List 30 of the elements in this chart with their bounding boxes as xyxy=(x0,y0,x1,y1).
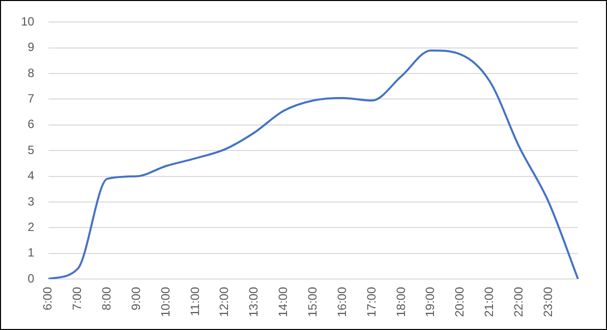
x-tick-label: 14:00 xyxy=(276,286,290,317)
x-tick-label: 22:00 xyxy=(511,286,526,317)
x-tick-label: 11:00 xyxy=(188,286,202,316)
x-tick-label: 15:00 xyxy=(305,286,320,317)
x-tick-label: 12:00 xyxy=(217,286,232,317)
x-tick-label: 7:00 xyxy=(70,286,84,310)
x-tick-label: 8:00 xyxy=(100,286,114,310)
x-tick-label: 13:00 xyxy=(246,286,261,317)
y-tick-label: 4 xyxy=(28,168,35,183)
y-tick-label: 2 xyxy=(28,220,35,234)
x-tick-label: 16:00 xyxy=(334,286,349,317)
x-tick-label: 10:00 xyxy=(158,286,172,317)
y-tick-label: 8 xyxy=(28,66,35,80)
line-series xyxy=(47,49,579,279)
y-tick-label: 5 xyxy=(28,142,35,157)
y-tick-label: 1 xyxy=(28,246,35,260)
y-tick-label: 3 xyxy=(28,194,35,208)
x-tick-label: 6:00 xyxy=(40,286,55,310)
x-tick-label: 18:00 xyxy=(394,286,408,317)
y-tick-label: 0 xyxy=(28,271,35,286)
x-tick-label: 17:00 xyxy=(364,286,378,317)
y-tick-label: 7 xyxy=(28,92,35,106)
x-tick-label: 21:00 xyxy=(482,286,496,317)
x-tick-label: 23:00 xyxy=(540,286,555,317)
x-tick-label: 20:00 xyxy=(452,286,467,317)
y-tick-label: 10 xyxy=(20,14,35,29)
y-tick-label: 6 xyxy=(28,117,35,132)
x-tick-label: 9:00 xyxy=(128,286,143,310)
y-tick-label: 9 xyxy=(28,40,35,54)
x-tick-label: 19:00 xyxy=(423,286,438,317)
